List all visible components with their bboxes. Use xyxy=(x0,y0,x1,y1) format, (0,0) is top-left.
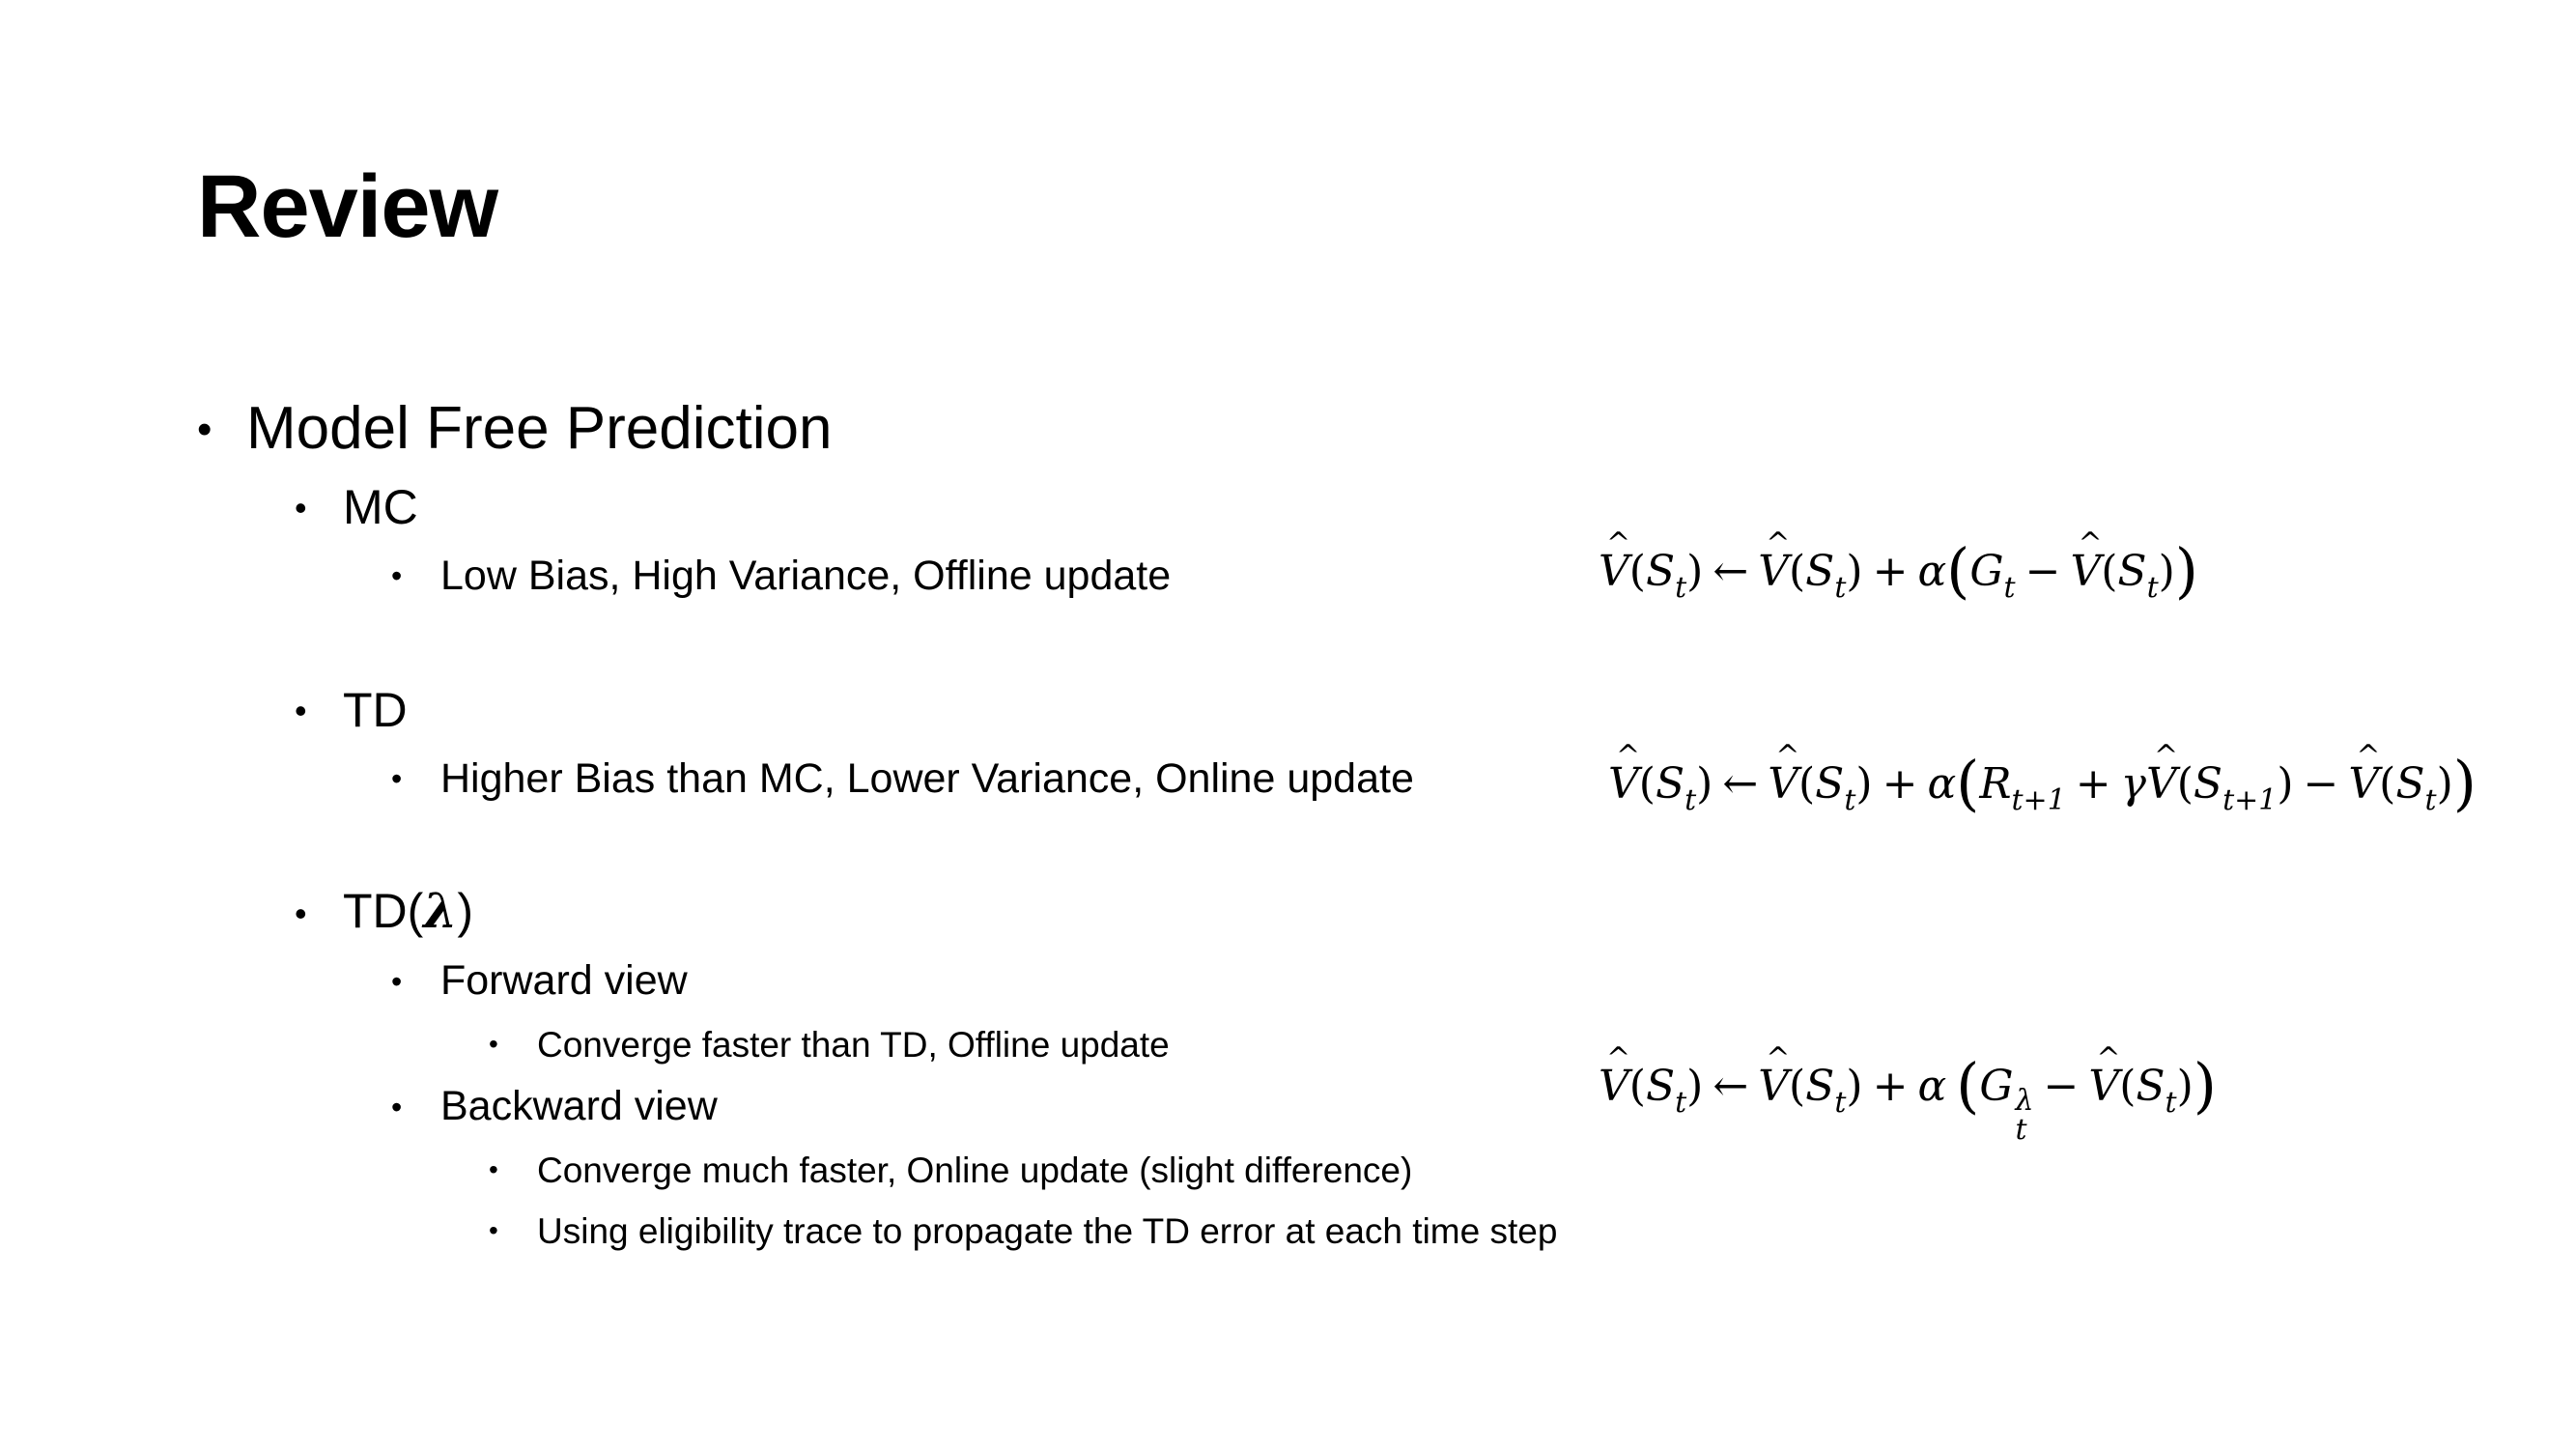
mc-update-equation: V(St)←V(St)+α(Gt−V(St)) xyxy=(1599,529,2198,603)
bullet-icon: • xyxy=(391,964,403,999)
td-lambda-label: TD(λ) xyxy=(343,884,474,938)
bullet-icon: • xyxy=(391,558,403,593)
model-free-prediction-heading: Model Free Prediction xyxy=(246,395,833,462)
lambda-symbol: λ xyxy=(423,882,458,939)
bullet-icon: • xyxy=(391,761,403,796)
backward-view-description-2: Using eligibility trace to propagate the… xyxy=(537,1211,1558,1251)
backward-view-label: Backward view xyxy=(440,1083,718,1129)
td-update-equation: V(St)←V(St)+α(Rt+1+γV(St+1)−V(St)) xyxy=(1608,742,2477,815)
bullet-icon: • xyxy=(489,1154,498,1184)
td-description: Higher Bias than MC, Lower Variance, Onl… xyxy=(440,755,1414,802)
backward-view-description-1: Converge much faster, Online update (sli… xyxy=(537,1151,1413,1190)
forward-view-description: Converge faster than TD, Offline update xyxy=(537,1025,1170,1065)
td-lambda-suffix: ) xyxy=(457,884,474,938)
mc-label: MC xyxy=(343,480,418,534)
bullet-icon: • xyxy=(391,1090,403,1124)
bullet-icon: • xyxy=(295,488,307,527)
td-lambda-update-equation: V(St)←V(St)+α(Gλt−V(St)) xyxy=(1599,1044,2217,1145)
bullet-icon: • xyxy=(489,1215,498,1245)
mc-description: Low Bias, High Variance, Offline update xyxy=(440,553,1172,599)
bullet-icon: • xyxy=(489,1029,498,1059)
bullet-icon: • xyxy=(295,691,307,730)
bullet-icon: • xyxy=(295,894,307,933)
forward-view-label: Forward view xyxy=(440,957,688,1004)
slide-title: Review xyxy=(197,157,498,256)
bullet-icon: • xyxy=(197,406,212,453)
td-lambda-prefix: TD( xyxy=(343,884,424,938)
td-label: TD xyxy=(343,683,408,737)
